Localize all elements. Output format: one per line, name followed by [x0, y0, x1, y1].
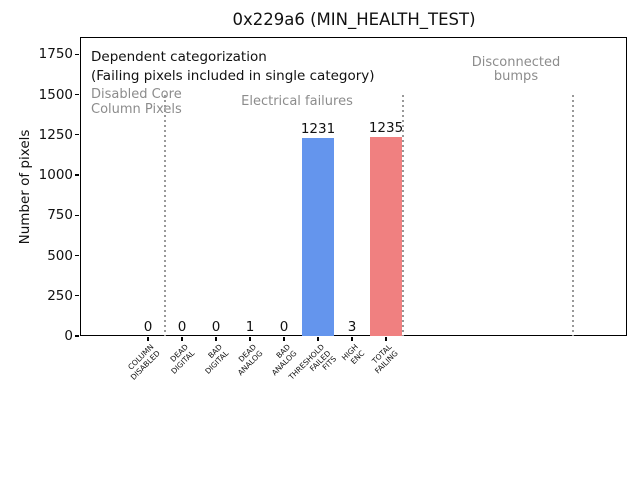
chart-title: 0x229a6 (MIN_HEALTH_TEST)	[232, 10, 476, 29]
bar-value-label-0: 0	[143, 319, 153, 335]
x-tick-label-3: DEAD ANALOG	[235, 342, 264, 377]
y-tick-label-2: 500	[47, 247, 73, 264]
y-tick-mark-2	[75, 254, 79, 257]
region-separator-1	[402, 95, 404, 336]
y-tick-mark-3	[75, 214, 79, 216]
x-tick-mark-0	[147, 337, 149, 341]
region-separator-0	[164, 95, 166, 336]
y-tick-mark-5	[75, 134, 79, 136]
x-tick-label-2: BAD DIGITAL	[202, 342, 230, 376]
plot-area	[80, 37, 627, 336]
y-tick-mark-7	[75, 53, 79, 55]
x-tick-mark-1	[181, 337, 183, 341]
y-tick-label-0: 0	[64, 328, 73, 344]
bar-5	[302, 137, 334, 336]
x-tick-label-7: TOTAL FAILING	[370, 342, 400, 376]
region-separator-2	[572, 95, 574, 336]
x-tick-mark-6	[351, 337, 353, 341]
bar-value-label-6: 3	[347, 318, 357, 335]
bar-value-label-5: 1231	[300, 120, 336, 137]
x-tick-mark-2	[215, 337, 217, 341]
y-tick-label-3: 750	[47, 207, 73, 224]
y-tick-label-7: 1750	[38, 46, 73, 63]
annotation-failing-pixels-note: (Failing pixels included in single categ…	[91, 68, 375, 84]
x-tick-mark-7	[385, 337, 387, 341]
bar-value-label-1: 0	[177, 319, 187, 335]
x-tick-label-1: DEAD DIGITAL	[168, 342, 196, 376]
region-label-disconnected-bumps: Disconnected bumps	[471, 55, 561, 84]
region-label-disabled-core-column-pixels: Disabled Core Column Pixels	[91, 87, 182, 117]
annotation-dependent-categorization: Dependent categorization	[91, 49, 267, 65]
x-tick-mark-3	[249, 337, 251, 341]
bar-value-label-2: 0	[211, 319, 221, 335]
y-tick-mark-0	[75, 335, 79, 337]
bar-value-label-4: 0	[279, 319, 289, 335]
y-tick-label-1: 250	[47, 287, 73, 304]
y-tick-label-6: 1500	[38, 86, 73, 103]
bar-value-label-7: 1235	[368, 120, 404, 137]
x-tick-mark-5	[317, 337, 319, 341]
x-tick-label-0: COLUMN DISABLED	[126, 342, 162, 382]
region-label-electrical-failures: Electrical failures	[241, 94, 353, 109]
x-tick-label-6: HIGH ENC	[339, 342, 366, 366]
y-tick-label-4: 1000	[38, 167, 73, 184]
y-tick-label-5: 1250	[38, 126, 73, 143]
x-tick-mark-4	[283, 337, 285, 341]
bar-value-label-3: 1	[245, 318, 255, 335]
bar-7	[370, 137, 402, 336]
y-tick-mark-4	[75, 174, 79, 176]
y-tick-mark-1	[75, 295, 79, 297]
y-axis-label: Number of pixels	[17, 129, 33, 245]
y-tick-mark-6	[75, 93, 79, 96]
